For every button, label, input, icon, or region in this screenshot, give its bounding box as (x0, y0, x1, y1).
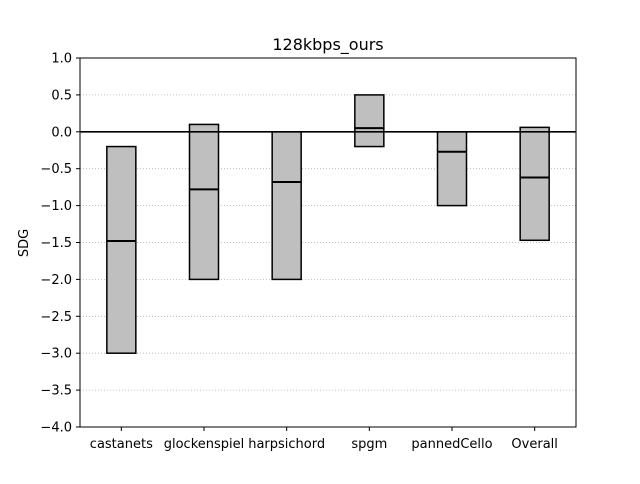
x-tick-label: pannedCello (411, 437, 492, 452)
y-tick-label: −1.0 (40, 199, 72, 214)
x-tick-label: castanets (90, 437, 153, 452)
y-axis-label: SDG (17, 229, 32, 257)
y-tick-label: −4.0 (40, 421, 72, 436)
box-glockenspiel (188, 123, 220, 281)
box-spgm (354, 94, 385, 148)
chart-title: 128kbps_ours (272, 35, 383, 55)
y-tick-label: −1.5 (40, 236, 72, 251)
x-tick-label: spgm (351, 437, 387, 452)
y-tick-label: −0.5 (40, 162, 72, 177)
x-tick-label: glockenspiel (164, 437, 245, 452)
box-harpsichord (271, 131, 302, 281)
y-tick-label: −3.0 (40, 347, 72, 362)
y-tick-label: 0.0 (51, 125, 72, 140)
x-tick-label: Overall (511, 437, 557, 452)
axes: 1.0 0.5 0.0 −0.5 −1.0 −1.5 −2.0 −2.5 −3.0 −3.5 −4.… (40, 52, 577, 452)
box-castanets (106, 145, 137, 354)
x-tick-label: harpsichord (248, 437, 325, 452)
y-tick-label: 0.5 (51, 88, 72, 103)
y-tick-label: −2.5 (40, 310, 72, 325)
y-tick-label: 1.0 (51, 52, 72, 67)
y-tick-label: −3.5 (40, 384, 72, 399)
y-tick-label: −2.0 (40, 273, 72, 288)
box-pannedCello (436, 131, 468, 207)
boxes (106, 94, 550, 354)
box-Overall (519, 126, 550, 242)
